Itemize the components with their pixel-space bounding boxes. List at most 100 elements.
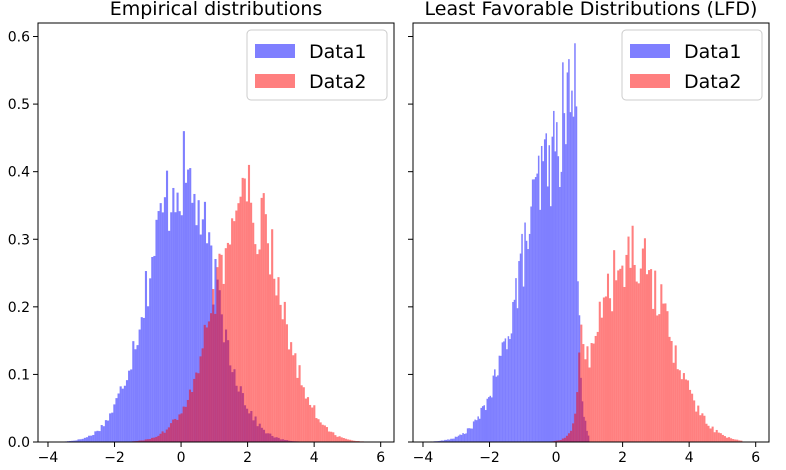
histogram-bar <box>684 379 687 442</box>
x-tick-label: 0 <box>552 450 561 466</box>
histogram-bar <box>565 144 567 442</box>
histogram-bar <box>491 397 493 442</box>
histogram-bar <box>266 243 270 442</box>
histogram-bar <box>617 270 620 442</box>
histogram-bar <box>674 345 677 442</box>
histogram-bar <box>172 187 175 442</box>
histogram-bar <box>222 283 225 442</box>
histogram-bar <box>557 440 560 442</box>
histogram-bar <box>680 379 683 442</box>
histogram-bar <box>300 385 303 442</box>
histogram-bar <box>193 193 196 442</box>
histogram-bar <box>311 407 314 442</box>
legend-swatch-data1 <box>630 44 670 58</box>
x-tick-label: −4 <box>38 450 59 466</box>
histogram-bar <box>241 177 244 443</box>
histogram-bar <box>548 145 551 443</box>
histogram-bar <box>678 370 681 442</box>
histogram-bar <box>340 437 343 442</box>
histogram-bar <box>233 221 236 442</box>
histogram-bar <box>709 428 712 442</box>
histogram-bar <box>304 398 307 442</box>
x-tick-label: −4 <box>413 450 434 466</box>
histogram-bar <box>212 289 215 442</box>
histogram-bar <box>540 145 543 442</box>
histogram-bar <box>478 418 481 442</box>
y-tick-label: 0.4 <box>8 165 30 181</box>
histogram-bar <box>214 313 217 442</box>
histogram-bar <box>442 440 445 442</box>
histogram-bar <box>480 407 482 442</box>
histogram-bar <box>159 203 162 442</box>
histogram-bar <box>189 168 192 442</box>
histogram-bar <box>561 438 564 442</box>
histogram-bar <box>664 303 667 442</box>
histogram-bar <box>235 210 238 442</box>
histogram-bar <box>161 212 164 442</box>
histogram-bar <box>507 336 510 442</box>
histogram-bar <box>342 438 345 442</box>
histogram-bar <box>451 438 454 442</box>
histogram-bar <box>302 387 305 442</box>
histogram-bar <box>344 438 347 442</box>
histogram-bar <box>69 440 72 442</box>
histogram-bar <box>645 274 649 442</box>
histogram-bar <box>460 434 463 442</box>
x-tick-label: 6 <box>751 450 760 466</box>
histogram-bar <box>531 179 534 442</box>
histogram-bar <box>184 406 187 442</box>
histogram-bar <box>574 413 577 442</box>
histogram-bar <box>146 439 149 442</box>
histogram-bar <box>527 249 529 442</box>
histogram-bar <box>504 338 507 442</box>
histogram-bar <box>588 367 591 442</box>
histogram-bar <box>441 440 443 442</box>
histogram-bar <box>187 169 190 443</box>
histogram-bar <box>559 440 562 442</box>
y-tick-label: 0.1 <box>8 367 30 383</box>
histogram-bar <box>292 355 295 442</box>
histogram-bar <box>686 380 690 442</box>
histogram-bar <box>543 139 546 442</box>
histogram-bar <box>736 439 739 442</box>
histogram-bar <box>296 377 299 442</box>
histogram-bar <box>102 426 105 442</box>
histogram-bar <box>691 393 694 442</box>
histogram-bar <box>475 420 478 442</box>
histogram-bar <box>463 433 466 442</box>
histogram-bar <box>539 209 541 442</box>
histogram-bar <box>619 268 622 442</box>
histogram-bar <box>132 341 135 442</box>
histogram-bar <box>609 298 612 442</box>
histogram-bar <box>165 429 168 442</box>
histogram-bar <box>530 206 532 442</box>
histogram-bar <box>174 212 177 442</box>
histogram-bar <box>525 240 528 442</box>
histogram-bar <box>123 385 126 442</box>
histogram-bar <box>159 433 162 442</box>
histogram-bar <box>537 155 540 442</box>
x-tick-label: −2 <box>104 450 125 466</box>
histogram-bar <box>695 411 698 442</box>
histogram-bar <box>672 362 675 442</box>
histogram-bar <box>73 440 76 442</box>
histogram-bar <box>604 296 607 442</box>
histogram-bar <box>226 242 229 442</box>
histogram-bar <box>459 434 461 442</box>
histogram-bar <box>279 304 282 442</box>
histogram-bar <box>77 439 80 442</box>
histogram-bar <box>155 219 158 442</box>
y-tick-label: 0.2 <box>8 300 30 316</box>
histogram-bar <box>205 327 208 442</box>
histogram-bar <box>571 90 573 442</box>
histogram-bar <box>554 151 557 442</box>
histogram-bar <box>629 267 632 442</box>
histogram-bar <box>309 404 312 442</box>
histogram-bar <box>140 317 143 442</box>
histogram-bar <box>577 281 579 442</box>
histogram-bar <box>662 303 665 442</box>
histogram-bar <box>336 436 339 442</box>
histogram-bar <box>715 429 718 442</box>
histogram-bar <box>203 201 207 442</box>
